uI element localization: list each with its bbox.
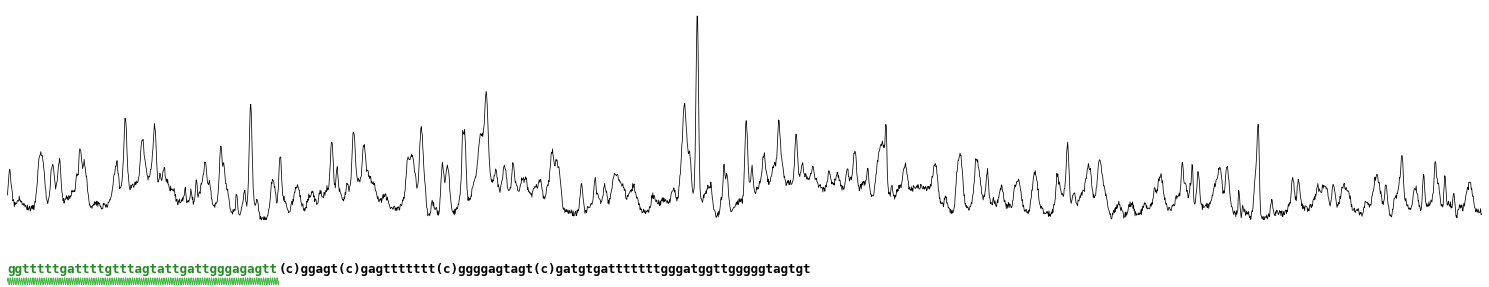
Text: ggtttttgattttgtttagtattgattgggagagtt: ggtttttgattttgtttagtattgattgggagagtt xyxy=(7,263,277,276)
Text: (c)ggagt(c)gagttttttt(c)ggggagtagt(c)gatgtgatttttttgggatggttgggggtagtgt: (c)ggagt(c)gagttttttt(c)ggggagtagt(c)gat… xyxy=(278,263,812,276)
